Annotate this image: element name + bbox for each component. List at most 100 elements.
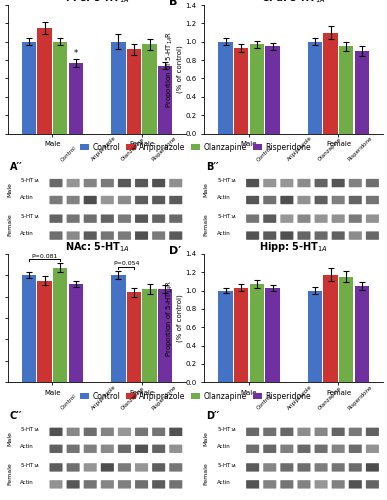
FancyBboxPatch shape	[84, 428, 97, 436]
FancyBboxPatch shape	[50, 196, 63, 204]
FancyBboxPatch shape	[280, 428, 293, 436]
FancyBboxPatch shape	[118, 444, 131, 453]
Title: NAc: 5-HT$_{1A}$: NAc: 5-HT$_{1A}$	[65, 240, 130, 254]
FancyBboxPatch shape	[101, 444, 114, 453]
FancyBboxPatch shape	[246, 179, 259, 188]
Text: Male: Male	[204, 182, 209, 197]
FancyBboxPatch shape	[169, 428, 182, 436]
FancyBboxPatch shape	[246, 444, 259, 453]
FancyBboxPatch shape	[84, 214, 97, 223]
FancyBboxPatch shape	[246, 463, 259, 471]
FancyBboxPatch shape	[135, 428, 148, 436]
FancyBboxPatch shape	[101, 214, 114, 223]
FancyBboxPatch shape	[263, 196, 276, 204]
FancyBboxPatch shape	[101, 232, 114, 240]
Bar	[265, 46, 280, 134]
Text: 5-HT$_{1A}$: 5-HT$_{1A}$	[20, 461, 40, 470]
FancyBboxPatch shape	[298, 444, 310, 453]
FancyBboxPatch shape	[366, 444, 379, 453]
FancyBboxPatch shape	[246, 196, 259, 204]
Text: 5-HT$_{1A}$: 5-HT$_{1A}$	[217, 176, 237, 186]
Bar	[22, 275, 36, 382]
FancyBboxPatch shape	[169, 196, 182, 204]
Text: Actin: Actin	[20, 480, 34, 485]
FancyBboxPatch shape	[315, 214, 328, 223]
FancyBboxPatch shape	[280, 444, 293, 453]
FancyBboxPatch shape	[298, 480, 310, 488]
FancyBboxPatch shape	[349, 179, 362, 188]
FancyBboxPatch shape	[118, 480, 131, 488]
Title: PFC: 5-HT$_{1A}$: PFC: 5-HT$_{1A}$	[65, 0, 129, 5]
FancyBboxPatch shape	[50, 179, 63, 188]
FancyBboxPatch shape	[263, 428, 276, 436]
FancyBboxPatch shape	[152, 214, 165, 223]
FancyBboxPatch shape	[135, 463, 148, 471]
FancyBboxPatch shape	[152, 463, 165, 471]
Bar	[127, 49, 141, 134]
FancyBboxPatch shape	[169, 232, 182, 240]
Text: Control: Control	[60, 394, 77, 411]
Bar	[69, 284, 83, 382]
Text: 5-HT$_{1A}$: 5-HT$_{1A}$	[20, 212, 40, 221]
Text: 5-HT$_{1A}$: 5-HT$_{1A}$	[20, 426, 40, 434]
FancyBboxPatch shape	[332, 444, 345, 453]
Text: Aripiprazole: Aripiprazole	[90, 384, 117, 411]
Bar	[308, 42, 322, 134]
FancyBboxPatch shape	[152, 232, 165, 240]
FancyBboxPatch shape	[84, 480, 97, 488]
Bar	[324, 275, 338, 382]
FancyBboxPatch shape	[246, 214, 259, 223]
FancyBboxPatch shape	[366, 196, 379, 204]
Bar	[158, 289, 173, 382]
FancyBboxPatch shape	[118, 232, 131, 240]
FancyBboxPatch shape	[152, 196, 165, 204]
Bar	[308, 290, 322, 382]
FancyBboxPatch shape	[169, 214, 182, 223]
FancyBboxPatch shape	[50, 444, 63, 453]
FancyBboxPatch shape	[315, 444, 328, 453]
FancyBboxPatch shape	[84, 179, 97, 188]
Text: B′: B′	[169, 0, 180, 8]
FancyBboxPatch shape	[118, 428, 131, 436]
FancyBboxPatch shape	[135, 214, 148, 223]
Bar	[234, 48, 248, 134]
FancyBboxPatch shape	[50, 428, 63, 436]
Bar	[38, 280, 52, 382]
FancyBboxPatch shape	[246, 428, 259, 436]
Text: Female: Female	[204, 462, 209, 485]
FancyBboxPatch shape	[263, 463, 276, 471]
FancyBboxPatch shape	[84, 196, 97, 204]
Text: Actin: Actin	[217, 480, 231, 485]
FancyBboxPatch shape	[152, 480, 165, 488]
Text: Aripiprazole: Aripiprazole	[287, 384, 313, 411]
Bar	[158, 66, 173, 134]
FancyBboxPatch shape	[315, 179, 328, 188]
FancyBboxPatch shape	[298, 463, 310, 471]
Bar	[324, 32, 338, 134]
Text: *: *	[74, 49, 78, 58]
FancyBboxPatch shape	[101, 196, 114, 204]
Text: Control: Control	[60, 145, 77, 162]
FancyBboxPatch shape	[332, 428, 345, 436]
FancyBboxPatch shape	[84, 463, 97, 471]
FancyBboxPatch shape	[366, 480, 379, 488]
FancyBboxPatch shape	[298, 232, 310, 240]
Text: 5-HT$_{1A}$: 5-HT$_{1A}$	[217, 212, 237, 221]
FancyBboxPatch shape	[263, 480, 276, 488]
Text: Male: Male	[7, 182, 12, 197]
FancyBboxPatch shape	[349, 480, 362, 488]
FancyBboxPatch shape	[332, 214, 345, 223]
FancyBboxPatch shape	[315, 196, 328, 204]
Text: 5-HT$_{1A}$: 5-HT$_{1A}$	[217, 426, 237, 434]
Text: Male: Male	[7, 431, 12, 446]
Text: B′′: B′′	[206, 162, 219, 172]
FancyBboxPatch shape	[135, 480, 148, 488]
FancyBboxPatch shape	[169, 463, 182, 471]
Bar	[38, 28, 52, 134]
FancyBboxPatch shape	[67, 196, 80, 204]
Text: Risperidone: Risperidone	[151, 136, 177, 162]
FancyBboxPatch shape	[246, 480, 259, 488]
FancyBboxPatch shape	[169, 179, 182, 188]
Bar	[111, 275, 125, 382]
FancyBboxPatch shape	[298, 428, 310, 436]
